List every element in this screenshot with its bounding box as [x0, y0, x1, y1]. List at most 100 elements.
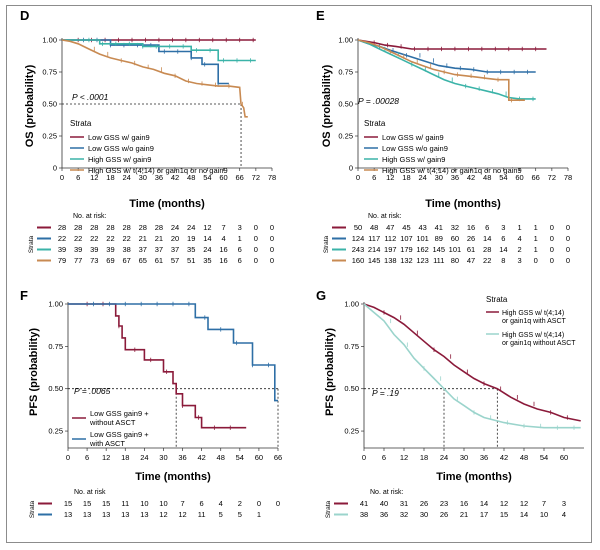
- risk-count: 101: [416, 234, 429, 243]
- risk-count: 2: [238, 499, 242, 508]
- risk-count: 6: [238, 256, 242, 265]
- y-tick-label: 0.25: [344, 427, 359, 436]
- risk-count: 2: [517, 245, 521, 254]
- risk-count: 107: [400, 234, 413, 243]
- y-tick-label: 0.75: [344, 342, 359, 351]
- risk-count: 0: [566, 256, 570, 265]
- x-tick-label: 30: [435, 173, 443, 182]
- risk-count: 26: [420, 499, 428, 508]
- x-tick-label: 12: [386, 173, 394, 182]
- risk-count: 3: [501, 223, 505, 232]
- x-axis-title: Time (months): [129, 198, 205, 210]
- risk-count: 22: [122, 234, 130, 243]
- risk-count: 21: [460, 510, 468, 519]
- risk-count: 145: [433, 245, 446, 254]
- risk-count: 24: [203, 245, 211, 254]
- risk-count: 15: [102, 499, 110, 508]
- risk-count: 12: [203, 223, 211, 232]
- risk-count: 39: [106, 245, 114, 254]
- km-plot-e: 0 6 12 18 24 30 36 42 48 54 60 66 72 78 0 0.25 0.50 0.75 1…: [338, 36, 572, 183]
- risk-count: 14: [520, 510, 528, 519]
- x-tick-label: 18: [402, 173, 410, 182]
- risk-count: 22: [483, 256, 491, 265]
- risk-count: 32: [400, 510, 408, 519]
- pvalue-label: P = .0065: [74, 386, 111, 396]
- legend-title: Strata: [486, 295, 508, 304]
- x-tick-label: 30: [139, 173, 147, 182]
- risk-count: 6: [238, 245, 242, 254]
- x-tick-label: 42: [171, 173, 179, 182]
- x-tick-label: 60: [560, 453, 568, 462]
- risk-count: 1: [534, 245, 538, 254]
- figure-frame: [6, 5, 592, 543]
- risk-count: 11: [198, 510, 206, 519]
- risk-count: 30: [420, 510, 428, 519]
- x-tick-label: 0: [362, 453, 366, 462]
- legend-entry: High GSS w/ t(4;14) or gain1q or no gain…: [382, 166, 522, 175]
- y-axis-title: PFS (probability): [28, 328, 40, 416]
- x-tick-label: 42: [197, 453, 205, 462]
- risk-count: 28: [139, 223, 147, 232]
- legend-entry: Low GSS w/o gain9: [88, 144, 154, 153]
- risk-count: 37: [171, 245, 179, 254]
- x-tick-label: 36: [155, 173, 163, 182]
- risk-count: 38: [360, 510, 368, 519]
- risk-table-g: No. at risk:41 40 31 26 23 16 14 12 12 7 3 38 36 32 30…: [325, 489, 566, 519]
- risk-count: 37: [139, 245, 147, 254]
- y-tick-label: 0: [53, 164, 57, 173]
- risk-count: 12: [500, 499, 508, 508]
- legend-entry-line: Low GSS gain9 +: [90, 430, 149, 439]
- legend-entry: Low GSS gain9 + with ASCT: [89, 430, 149, 448]
- risk-count: 1: [257, 510, 261, 519]
- risk-count: 17: [480, 510, 488, 519]
- risk-count: 1: [517, 223, 521, 232]
- risk-count: 41: [360, 499, 368, 508]
- risk-count: 7: [221, 223, 225, 232]
- x-tick-label: 48: [483, 173, 491, 182]
- risk-count: 28: [90, 223, 98, 232]
- x-tick-label: 48: [187, 173, 195, 182]
- panel-d: D OS (probability) 0 6 12 18 24 30 36 42 48 54 60 6…: [20, 8, 276, 265]
- survival-curve: [62, 39, 256, 62]
- x-tick-label: 6: [382, 453, 386, 462]
- risk-count: 21: [139, 234, 147, 243]
- risk-count: 0: [254, 234, 258, 243]
- risk-count: 39: [74, 245, 82, 254]
- x-tick-label: 78: [564, 173, 572, 182]
- x-tick-label: 54: [236, 453, 244, 462]
- risk-count: 24: [171, 223, 179, 232]
- risk-count: 12: [159, 510, 167, 519]
- risk-count: 45: [402, 223, 410, 232]
- x-tick-label: 18: [420, 453, 428, 462]
- risk-table-title: No. at risk: [74, 489, 106, 496]
- x-tick-label: 18: [106, 173, 114, 182]
- legend-entry-line: Low GSS gain9 +: [90, 409, 149, 418]
- risk-count: 16: [467, 223, 475, 232]
- risk-count: 16: [460, 499, 468, 508]
- risk-count: 5: [238, 510, 242, 519]
- x-tick-label: 42: [500, 453, 508, 462]
- y-tick-label: 0.25: [42, 132, 57, 141]
- survival-curve: [61, 39, 248, 118]
- x-tick-label: 0: [60, 173, 64, 182]
- risk-count: 6: [485, 223, 489, 232]
- x-tick-label: 60: [255, 453, 263, 462]
- legend-entry: High GSS w/ t(4;14) or gain1q with ASCT: [502, 310, 567, 325]
- x-tick-label: 0: [66, 453, 70, 462]
- panel-f: F PFS (probability) 0 6 12 18 24 30 36 42 48 54 60…: [20, 288, 282, 519]
- x-tick-label: 24: [122, 173, 130, 182]
- risk-count: 160: [352, 256, 365, 265]
- x-tick-label: 36: [178, 453, 186, 462]
- risk-count: 61: [155, 256, 163, 265]
- y-tick-label: 0.50: [48, 384, 63, 393]
- risk-count: 0: [550, 223, 554, 232]
- risk-count: 10: [540, 510, 548, 519]
- risk-count: 0: [550, 234, 554, 243]
- risk-count: 14: [499, 245, 507, 254]
- x-axis-title: Time (months): [425, 198, 501, 210]
- y-axis-title: OS (probability): [321, 64, 333, 147]
- legend-entry-line: with ASCT: [89, 439, 125, 448]
- panel-letter-e: E: [316, 8, 325, 23]
- risk-count: 31: [400, 499, 408, 508]
- risk-count: 13: [121, 510, 129, 519]
